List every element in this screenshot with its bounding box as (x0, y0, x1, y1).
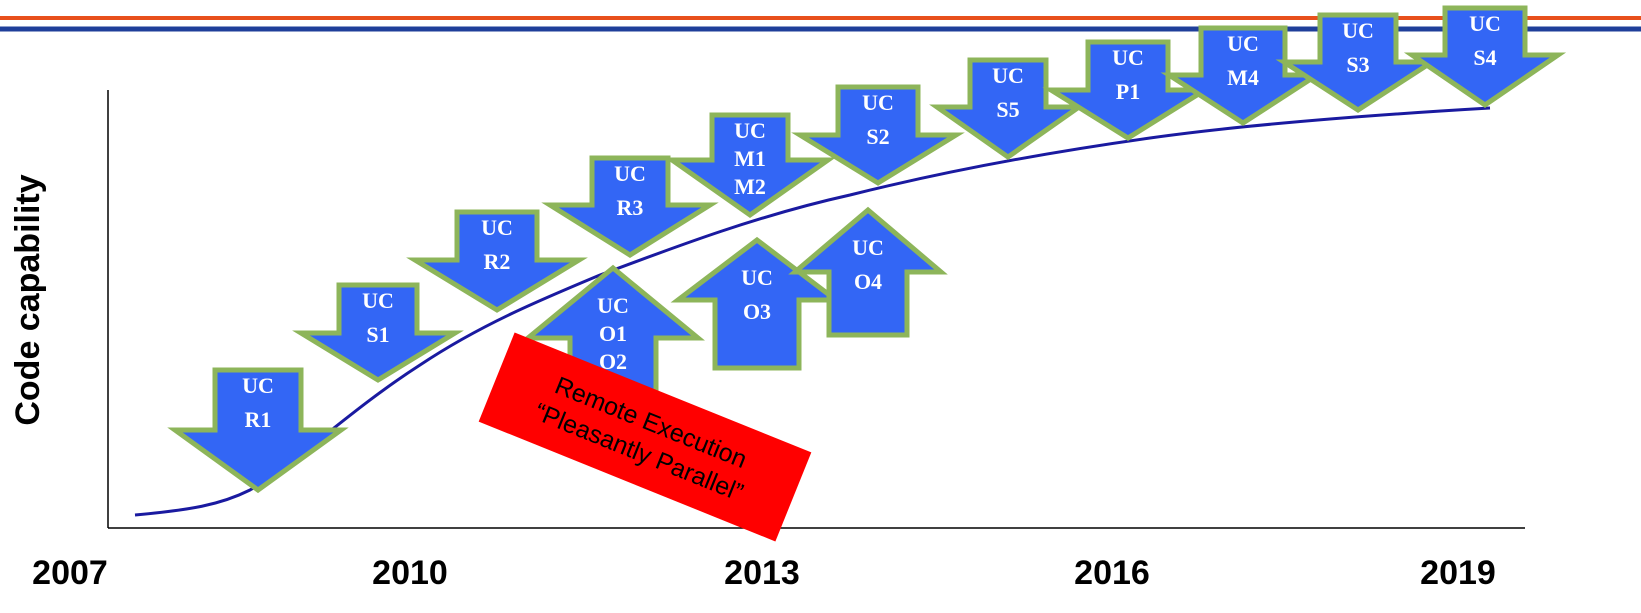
arrow-label: O1 (599, 321, 627, 346)
callout-box (478, 332, 812, 542)
x-axis-label: 2019 (1420, 554, 1496, 592)
down-arrow (1403, 5, 1567, 109)
arrow-label: UC (1112, 45, 1144, 70)
arrow-label: UC (734, 118, 766, 143)
arrow-label: R1 (245, 407, 272, 432)
down-arrow (167, 367, 349, 494)
arrow-label: M2 (734, 174, 766, 199)
x-axis-label: 2007 (32, 554, 108, 592)
arrow-label: UC (1227, 31, 1259, 56)
down-arrow (791, 84, 965, 186)
arrow-label: UC (1342, 18, 1374, 43)
arrow-label: UC (862, 90, 894, 115)
arrow-label: S3 (1346, 52, 1369, 77)
arrow-label: O4 (854, 269, 882, 294)
arrow-label: UC (852, 235, 884, 260)
arrow-label: S5 (996, 97, 1019, 122)
arrow-label: UC (481, 215, 513, 240)
down-arrow (1160, 25, 1326, 126)
arrow-label: S2 (866, 124, 889, 149)
arrow-label: UC (614, 161, 646, 186)
down-arrow (1042, 39, 1214, 141)
arrow-label: UC (362, 288, 394, 313)
arrow-label: UC (741, 265, 773, 290)
down-arrow (406, 209, 588, 313)
x-axis-label: 2013 (724, 554, 800, 592)
down-arrow (929, 57, 1087, 161)
down-arrow (664, 112, 836, 219)
x-axis-label: 2016 (1074, 554, 1150, 592)
arrow-label: M1 (734, 146, 766, 171)
down-arrow (541, 155, 719, 258)
arrow-label: UC (242, 373, 274, 398)
x-axis-label: 2010 (372, 554, 448, 592)
arrows: UC R1 UC S1 UC R2 UC R3 UC M1 M2 UC S2 UC S5 UC P1 UC M4 UC… (167, 5, 1567, 494)
arrow-label: O3 (743, 299, 771, 324)
arrow-label: UC (1469, 11, 1501, 36)
up-arrow (788, 206, 948, 338)
y-axis-label: Code capability (9, 174, 47, 425)
down-arrow (292, 282, 464, 383)
arrow-label: S4 (1473, 45, 1496, 70)
arrow-label: UC (597, 293, 629, 318)
down-arrow (1275, 12, 1441, 113)
arrow-label: S1 (366, 322, 389, 347)
arrow-label: M4 (1227, 65, 1259, 90)
arrow-label: R2 (484, 249, 511, 274)
arrow-label: UC (992, 63, 1024, 88)
arrow-label: P1 (1116, 79, 1140, 104)
arrow-label: R3 (617, 195, 644, 220)
